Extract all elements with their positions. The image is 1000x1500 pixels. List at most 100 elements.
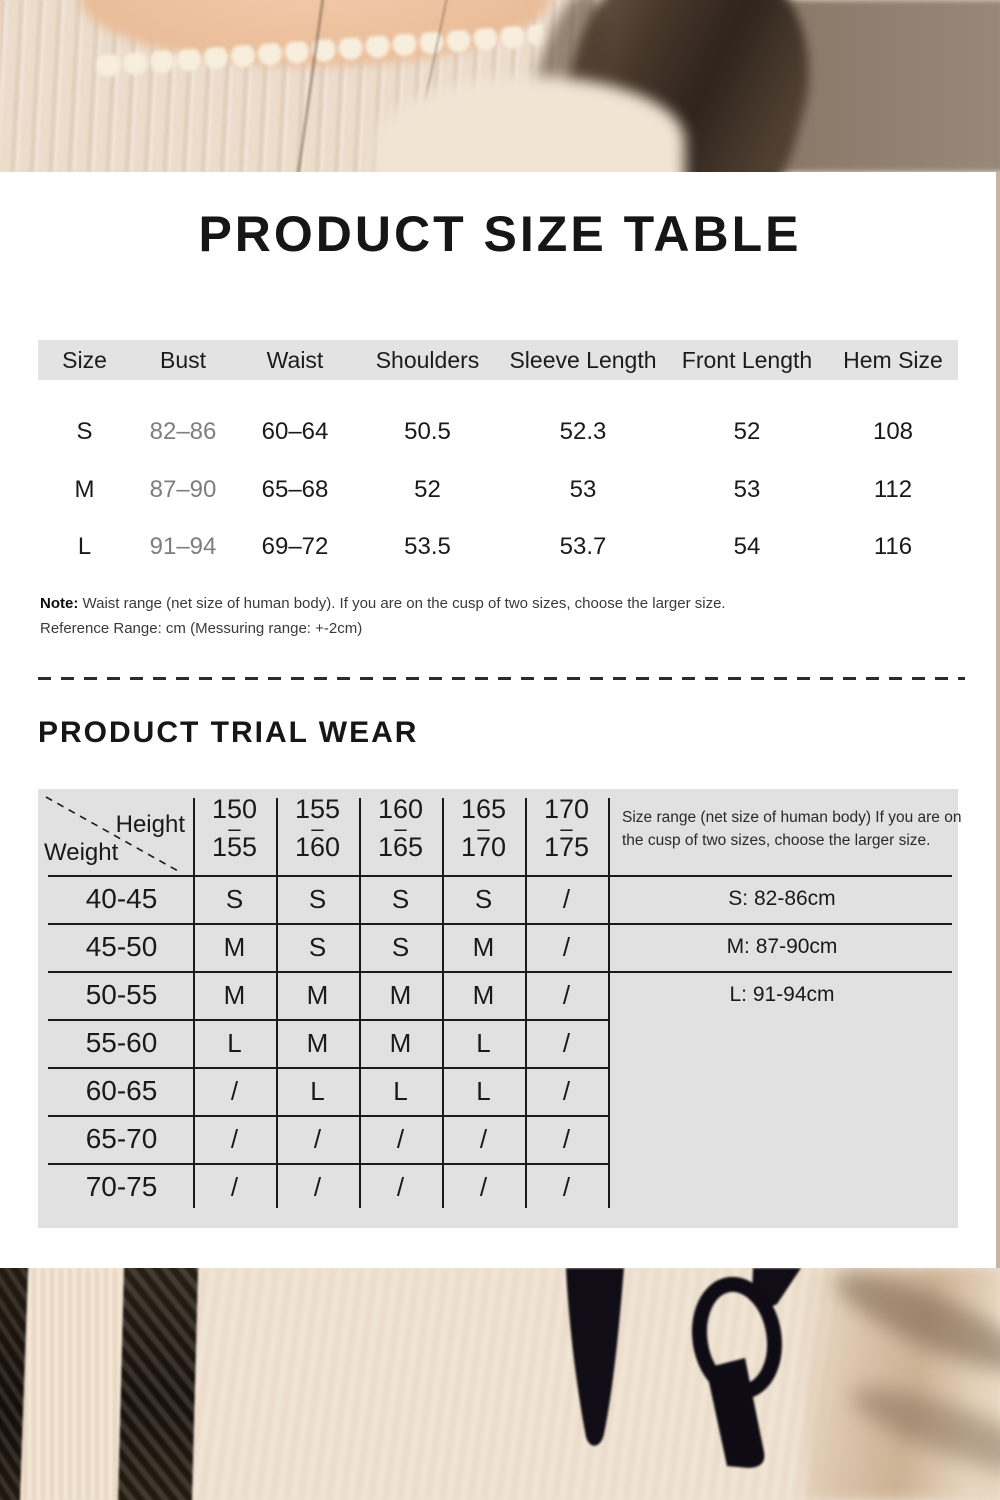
height-from: 150 bbox=[211, 794, 258, 824]
size-note: Note: Waist range (net size of human bod… bbox=[40, 593, 960, 640]
grid-hline bbox=[48, 875, 952, 877]
bust-value: 82–86 bbox=[149, 418, 217, 445]
size-range-info: L: 91-94cm bbox=[729, 983, 835, 1006]
size-cell: S bbox=[225, 884, 244, 914]
size-cell: S bbox=[308, 884, 327, 914]
size-range-info bbox=[608, 1067, 956, 1115]
weight-range: 60-65 bbox=[85, 1075, 158, 1106]
size-cell: / bbox=[230, 1124, 239, 1154]
size-table-column: Hem Size bbox=[843, 347, 943, 373]
height-to: 160 bbox=[294, 832, 341, 862]
size-cell: / bbox=[479, 1124, 488, 1154]
size-cell: M bbox=[389, 1028, 412, 1058]
height-range-header: 165 – 170 bbox=[442, 789, 525, 875]
size-range-info bbox=[608, 1163, 956, 1211]
grid-hline bbox=[48, 1019, 610, 1021]
height-from: 170 bbox=[543, 794, 590, 824]
height-from: 155 bbox=[294, 794, 341, 824]
size-cell: / bbox=[396, 1124, 405, 1154]
trial-row: 70-75 / / / / / bbox=[38, 1163, 958, 1211]
shoulders-value: 50.5 bbox=[404, 418, 451, 445]
sleeve-length-value: 52.3 bbox=[559, 418, 607, 445]
height-range-header: 160 – 165 bbox=[359, 789, 442, 875]
size-cell: / bbox=[313, 1172, 322, 1202]
size-cell: S bbox=[308, 932, 327, 962]
size-table-column: Shoulders bbox=[375, 347, 480, 373]
size-cell: L bbox=[227, 1028, 242, 1058]
size-cell: S bbox=[391, 884, 410, 914]
fabric-photo bbox=[0, 1268, 1000, 1500]
right-edge-strip bbox=[996, 172, 1000, 1268]
size-table-header: Size Bust Waist Shoulders Sleeve Length … bbox=[38, 340, 958, 380]
weight-range: 50-55 bbox=[85, 979, 158, 1010]
front-length-value: 52 bbox=[733, 418, 761, 445]
size-cell: / bbox=[313, 1124, 322, 1154]
grid-vline bbox=[442, 798, 444, 1208]
size-table-row: L 91–94 69–72 53.5 53.7 54 116 bbox=[38, 527, 958, 567]
bust-value: 87–90 bbox=[149, 476, 217, 503]
grid-hline bbox=[48, 971, 952, 973]
trial-size-note: Size range (net size of human body) If y… bbox=[622, 809, 962, 849]
height-to: 175 bbox=[543, 832, 590, 862]
height-range-header: 170 – 175 bbox=[525, 789, 608, 875]
height-to: 165 bbox=[377, 832, 424, 862]
size-range-info bbox=[608, 1019, 956, 1067]
size-table-column: Sleeve Length bbox=[509, 347, 657, 373]
rib-stripe-panel bbox=[14, 1268, 132, 1500]
size-cell: / bbox=[562, 1076, 571, 1106]
size-cell: L bbox=[393, 1076, 408, 1106]
sleeve-length-value: 53.7 bbox=[559, 533, 607, 560]
size-range-info: M: 87-90cm bbox=[726, 935, 838, 958]
trial-wear-table: Height Weight 150 – 155 155 – 160 160 – … bbox=[38, 789, 961, 1228]
height-range-header: 155 – 160 bbox=[276, 789, 359, 875]
size-value: S bbox=[76, 418, 93, 445]
trial-row: 55-60 L M M L / bbox=[38, 1019, 958, 1067]
size-table-row: S 82–86 60–64 50.5 52.3 52 108 bbox=[38, 412, 958, 452]
grid-hline bbox=[48, 923, 952, 925]
size-table-column: Size bbox=[62, 347, 107, 373]
size-cell: / bbox=[562, 1028, 571, 1058]
size-cell: L bbox=[310, 1076, 325, 1106]
size-cell: / bbox=[562, 980, 571, 1010]
height-to: 155 bbox=[211, 832, 258, 862]
size-cell: / bbox=[562, 932, 571, 962]
height-to: 170 bbox=[460, 832, 507, 862]
grid-hline bbox=[48, 1163, 610, 1165]
note-text: Waist range (net size of human body). If… bbox=[78, 595, 726, 612]
weight-axis-label: Weight bbox=[44, 839, 119, 866]
trial-row: 65-70 / / / / / bbox=[38, 1115, 958, 1163]
front-length-value: 53 bbox=[733, 476, 761, 503]
size-cell: S bbox=[391, 932, 410, 962]
weight-range: 65-70 bbox=[85, 1123, 158, 1154]
size-cell: L bbox=[476, 1028, 491, 1058]
grid-vline bbox=[359, 798, 361, 1208]
grid-vline bbox=[276, 798, 278, 1208]
size-cell: / bbox=[562, 884, 571, 914]
sleeve-length-value: 53 bbox=[569, 476, 597, 503]
size-cell: M bbox=[389, 980, 412, 1010]
size-cell: M bbox=[306, 980, 329, 1010]
trial-wear-title: PRODUCT TRIAL WEAR bbox=[38, 716, 419, 749]
dashed-divider bbox=[38, 677, 965, 680]
size-range-info: S: 82-86cm bbox=[728, 887, 836, 910]
grid-vline bbox=[608, 798, 610, 1208]
hem-size-value: 112 bbox=[873, 476, 913, 503]
weight-range: 40-45 bbox=[85, 883, 158, 914]
waist-value: 65–68 bbox=[261, 476, 329, 503]
page-title: PRODUCT SIZE TABLE bbox=[198, 206, 802, 262]
size-value: M bbox=[74, 476, 95, 503]
weight-range: 70-75 bbox=[85, 1171, 158, 1202]
model-photo bbox=[0, 0, 1000, 172]
height-range-header: 150 – 155 bbox=[193, 789, 276, 875]
size-value: L bbox=[77, 533, 92, 560]
front-length-value: 54 bbox=[733, 533, 761, 560]
size-cell: M bbox=[306, 1028, 329, 1058]
trial-row: 40-45 S S S S / S: 82-86cm bbox=[38, 875, 958, 923]
hem-size-value: 116 bbox=[873, 533, 913, 560]
sweater-shoulder bbox=[375, 76, 685, 172]
grid-hline bbox=[48, 1115, 610, 1117]
waist-value: 60–64 bbox=[261, 418, 329, 445]
velvet-ribbon-bow bbox=[566, 1268, 801, 1468]
hem-size-value: 108 bbox=[872, 418, 914, 445]
